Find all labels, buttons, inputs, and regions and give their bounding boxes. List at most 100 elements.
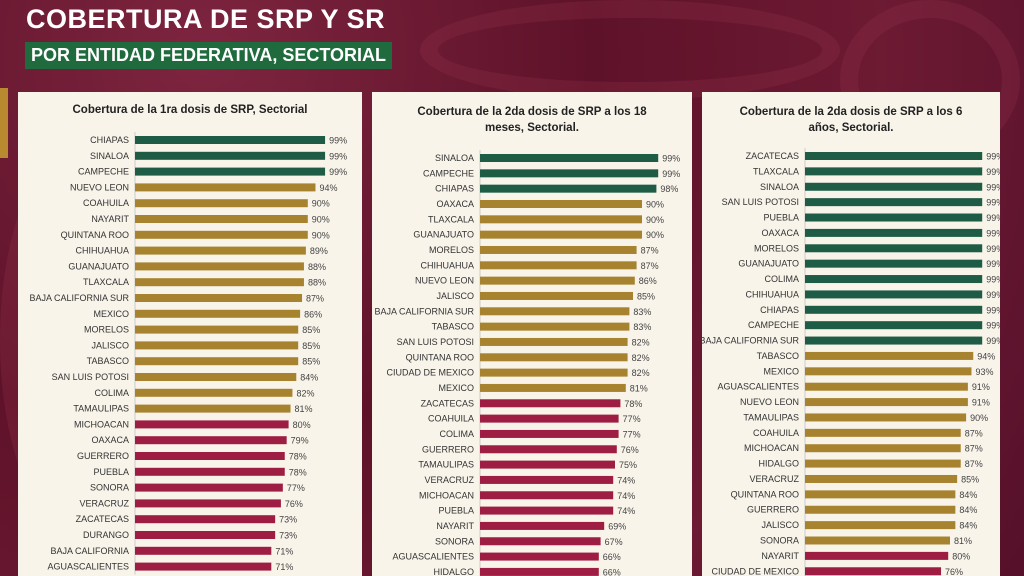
data-label: 93% — [975, 367, 993, 377]
data-label: 85% — [302, 325, 320, 335]
chart-panel-2: Cobertura de la 2da dosis de SRP a los 1… — [372, 92, 692, 576]
data-label: 85% — [302, 357, 320, 367]
category-label: HIDALGO — [433, 567, 474, 576]
data-label: 87% — [965, 428, 983, 438]
bar — [135, 325, 299, 334]
category-label: PUEBLA — [763, 213, 799, 223]
bar — [480, 154, 659, 162]
category-label: TABASCO — [432, 322, 474, 332]
category-label: BAJA CALIFORNIA SUR — [29, 293, 129, 303]
category-label: VERACRUZ — [424, 475, 474, 485]
bar — [135, 357, 299, 366]
bar — [480, 460, 615, 469]
category-label: CAMPECHE — [423, 168, 474, 178]
category-label: CIUDAD DE MEXICO — [711, 566, 799, 576]
bar — [480, 276, 635, 285]
category-label: VERACRUZ — [79, 498, 129, 508]
chart-panel-3: Cobertura de la 2da dosis de SRP a los 6… — [702, 92, 1000, 576]
bar — [135, 388, 293, 397]
category-label: SONORA — [760, 536, 799, 546]
chart-title: Cobertura de la 2da dosis de SRP a los 1… — [417, 106, 647, 134]
bar — [135, 215, 308, 223]
data-label: 78% — [289, 452, 307, 462]
data-label: 84% — [959, 505, 977, 515]
data-label: 67% — [605, 537, 623, 547]
bar — [805, 336, 983, 345]
bar — [805, 182, 983, 191]
category-label: NAYARIT — [91, 214, 129, 224]
category-label: MICHOACAN — [419, 490, 474, 500]
data-label: 74% — [617, 491, 635, 501]
category-label: OAXACA — [761, 228, 799, 238]
bar — [135, 262, 304, 271]
category-label: TLAXCALA — [428, 214, 474, 224]
bar — [480, 567, 599, 576]
data-label: 90% — [970, 413, 988, 423]
bar — [805, 428, 961, 437]
bar — [480, 307, 630, 316]
data-label: 99% — [986, 290, 1000, 300]
data-label: 94% — [319, 183, 337, 193]
data-label: 90% — [312, 199, 330, 209]
category-label: MICHOACAN — [74, 419, 129, 429]
data-label: 73% — [279, 531, 297, 541]
bar — [135, 167, 326, 176]
data-label: 87% — [641, 245, 659, 255]
data-label: 99% — [986, 259, 1000, 269]
bar — [135, 452, 285, 460]
bar — [135, 499, 281, 508]
data-label: 87% — [965, 459, 983, 469]
bar — [805, 505, 956, 514]
data-label: 90% — [312, 215, 330, 225]
data-label: 80% — [293, 420, 311, 430]
category-label: PUEBLA — [93, 467, 129, 477]
data-label: 66% — [603, 552, 621, 562]
category-label: COAHUILA — [753, 428, 799, 438]
data-label: 91% — [972, 398, 990, 408]
bar — [805, 244, 983, 253]
bar — [805, 444, 961, 453]
category-label: CHIAPAS — [435, 184, 474, 194]
category-label: MEXICO — [763, 366, 799, 376]
data-label: 66% — [603, 567, 621, 576]
data-label: 99% — [662, 154, 680, 164]
category-label: ZACATECAS — [76, 514, 129, 524]
bar — [135, 420, 289, 429]
bar — [805, 474, 958, 483]
bar — [135, 562, 272, 571]
category-label: CAMPECHE — [748, 320, 799, 330]
bar — [480, 215, 642, 224]
bar — [805, 551, 949, 560]
bar — [805, 490, 956, 499]
bar — [480, 230, 642, 239]
chart-panel-1: Cobertura de la 1ra dosis de SRP, Sector… — [18, 92, 362, 576]
category-label: COAHUILA — [83, 198, 129, 208]
bar — [805, 413, 967, 422]
bar — [480, 491, 614, 500]
data-label: 77% — [623, 429, 641, 439]
category-label: SONORA — [435, 536, 474, 546]
bar — [480, 169, 659, 178]
bar — [480, 368, 628, 377]
data-label: 81% — [630, 383, 648, 393]
data-label: 90% — [646, 230, 664, 240]
data-label: 69% — [608, 521, 626, 531]
data-label: 90% — [646, 215, 664, 225]
category-label: PUEBLA — [438, 506, 474, 516]
category-label: TAMAULIPAS — [743, 412, 799, 422]
category-label: QUINTANA ROO — [406, 352, 474, 362]
category-label: OAXACA — [436, 199, 474, 209]
category-label: AGUASCALIENTES — [47, 562, 129, 572]
category-label: VERACRUZ — [749, 474, 799, 484]
category-label: CHIHUAHUA — [745, 289, 799, 299]
bar — [135, 294, 303, 302]
data-label: 99% — [986, 275, 1000, 285]
bar — [805, 198, 983, 207]
category-label: COLIMA — [94, 388, 129, 398]
data-label: 74% — [617, 475, 635, 485]
data-label: 83% — [633, 322, 651, 332]
data-label: 84% — [959, 521, 977, 531]
category-label: OAXACA — [91, 435, 129, 445]
bar — [805, 228, 983, 237]
category-label: SAN LUIS POTOSI — [722, 197, 799, 207]
